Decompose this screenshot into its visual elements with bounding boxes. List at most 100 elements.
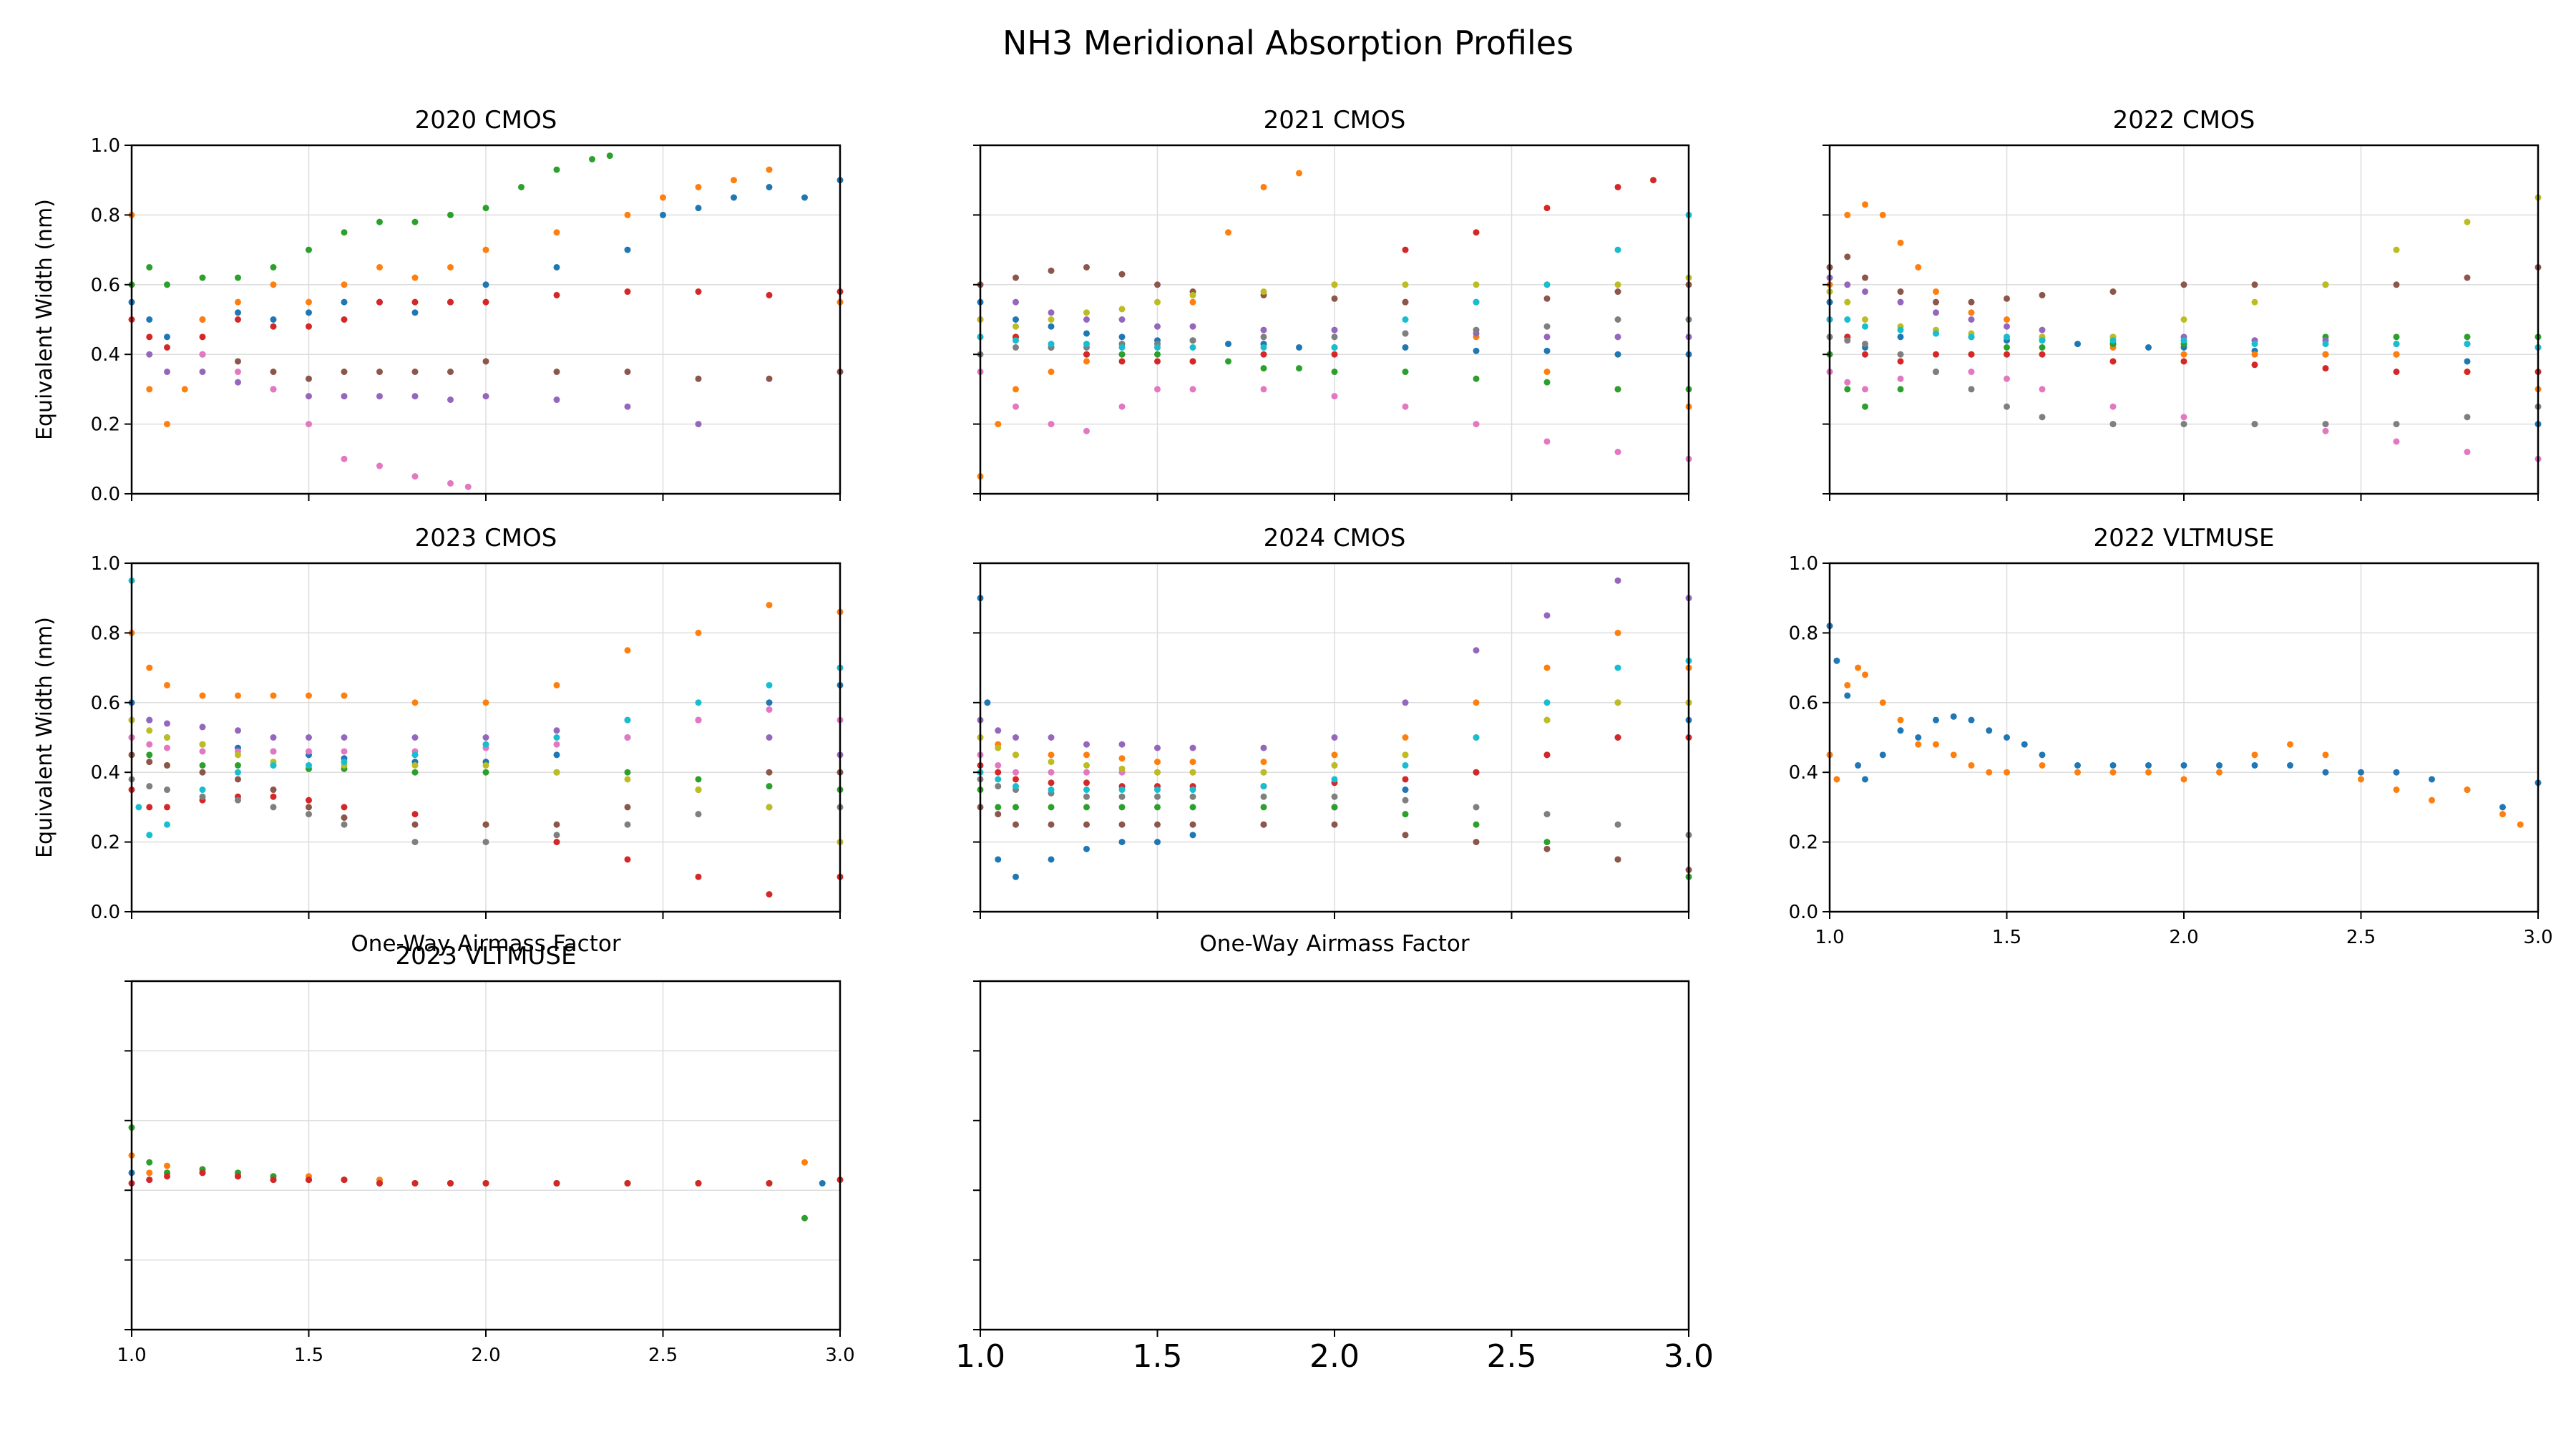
data-point <box>1118 741 1126 748</box>
data-point <box>1897 716 1904 724</box>
data-point <box>1083 779 1090 786</box>
data-point <box>1473 347 1480 354</box>
data-point <box>2109 769 2117 776</box>
data-point <box>695 375 702 382</box>
data-point <box>1048 786 1055 794</box>
data-point <box>2251 751 2258 759</box>
data-point <box>2074 761 2081 769</box>
data-point <box>1225 229 1231 236</box>
data-point <box>1260 351 1267 358</box>
data-point <box>1331 333 1338 341</box>
data-point <box>2180 337 2187 344</box>
data-point <box>482 821 489 828</box>
data-point <box>1189 337 1196 344</box>
data-point <box>2499 804 2506 811</box>
data-point <box>2429 776 2435 783</box>
data-point <box>1048 821 1055 828</box>
data-point <box>553 839 560 846</box>
data-point <box>1879 699 1886 706</box>
data-point <box>1260 804 1267 811</box>
data-point <box>1048 759 1055 766</box>
data-point <box>270 786 277 794</box>
data-point <box>1083 309 1090 316</box>
data-point <box>235 761 241 769</box>
data-point <box>1154 793 1161 800</box>
data-point <box>447 1179 454 1187</box>
x-tick-label: 2.0 <box>2169 927 2198 948</box>
data-point <box>1118 306 1126 313</box>
data-point <box>766 166 773 173</box>
x-tick-label: 1.0 <box>955 1338 1005 1375</box>
data-point <box>199 793 206 800</box>
data-point <box>1402 281 1409 288</box>
data-point <box>1013 323 1019 330</box>
data-point <box>624 776 631 783</box>
series-2 <box>128 601 844 706</box>
data-point <box>2358 776 2364 783</box>
data-point <box>660 211 666 218</box>
data-point <box>270 761 277 769</box>
data-point <box>1968 351 1975 358</box>
data-point <box>2180 761 2187 769</box>
data-point <box>235 369 241 376</box>
data-point <box>1118 804 1126 811</box>
panel-title: 2023 VLTMUSE <box>396 942 577 970</box>
x-tick-label: 1.0 <box>1815 927 1844 948</box>
data-point <box>2322 341 2329 348</box>
data-point <box>1331 344 1338 351</box>
data-point <box>1543 369 1551 376</box>
data-point <box>589 155 595 162</box>
data-point <box>341 814 348 822</box>
data-point <box>1543 839 1551 846</box>
data-point <box>1225 341 1231 348</box>
data-point <box>482 281 489 288</box>
data-point <box>1154 744 1161 751</box>
data-point <box>411 811 419 818</box>
data-point <box>235 316 241 323</box>
data-point <box>766 601 773 608</box>
data-point <box>235 379 241 386</box>
data-point <box>1915 741 1922 748</box>
data-point <box>1614 734 1621 741</box>
data-point <box>2039 291 2046 298</box>
data-point <box>1331 369 1338 376</box>
data-point <box>306 734 312 741</box>
data-point <box>1331 351 1338 358</box>
data-point <box>270 692 277 699</box>
data-point <box>270 316 277 323</box>
data-point <box>1933 309 1939 316</box>
data-point <box>1189 344 1196 351</box>
data-point <box>1473 821 1480 828</box>
data-point <box>376 1179 383 1187</box>
data-point <box>411 369 419 376</box>
data-point <box>199 316 206 323</box>
data-point <box>766 706 773 713</box>
data-point <box>199 761 206 769</box>
data-point <box>199 333 206 341</box>
data-point <box>1862 776 1868 783</box>
data-point <box>1543 716 1551 724</box>
data-point <box>164 421 170 428</box>
data-point <box>1933 298 1939 306</box>
data-point <box>1402 316 1409 323</box>
data-point <box>695 786 702 794</box>
data-point <box>235 309 241 316</box>
data-point <box>553 741 560 748</box>
data-point <box>1968 333 1975 341</box>
data-point <box>1844 681 1851 688</box>
data-point <box>2145 761 2152 769</box>
data-point <box>2004 769 2010 776</box>
data-point <box>1915 263 1922 271</box>
data-point <box>1083 316 1090 323</box>
data-point <box>1083 751 1090 759</box>
data-point <box>1083 761 1090 769</box>
data-point <box>2499 811 2506 818</box>
data-point <box>482 246 489 253</box>
series-4 <box>128 288 844 351</box>
data-point <box>766 291 773 298</box>
data-point <box>1986 727 1993 734</box>
data-point <box>2039 337 2046 344</box>
data-point <box>1897 239 1904 246</box>
panel-6: 1.0 1.5 2.0 2.5 3.0 0.0 0.2 0.4 0.6 0.8 1.0 2022 VL… <box>1789 524 2553 948</box>
data-point <box>553 396 560 404</box>
